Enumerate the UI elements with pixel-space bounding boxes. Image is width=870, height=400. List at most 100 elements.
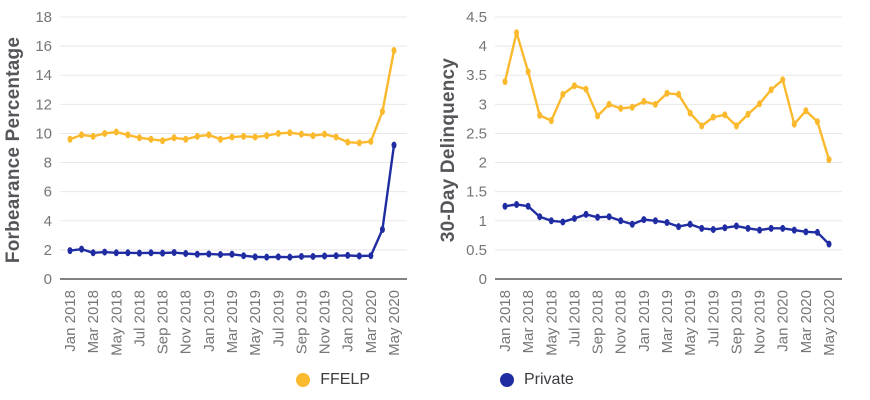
x-tick-label: Jan 2020	[340, 290, 357, 352]
x-tick-label: Sep 2019	[293, 290, 310, 354]
data-point-private	[102, 248, 108, 256]
data-point-ffelp	[652, 100, 658, 108]
data-point-ffelp	[67, 135, 73, 143]
data-point-ffelp	[125, 131, 131, 139]
data-point-ffelp	[502, 78, 508, 86]
data-point-private	[791, 226, 797, 234]
data-point-ffelp	[264, 132, 270, 140]
data-point-private	[125, 249, 131, 257]
data-point-ffelp	[275, 129, 281, 137]
data-point-ffelp	[148, 135, 154, 143]
y-tick-label: 1.5	[466, 184, 487, 201]
data-point-private	[525, 202, 531, 210]
data-point-ffelp	[241, 132, 247, 140]
data-point-ffelp	[629, 103, 635, 111]
data-point-ffelp	[618, 104, 624, 112]
data-point-ffelp	[368, 137, 374, 145]
x-tick-label: Nov 2019	[752, 290, 769, 354]
data-point-private	[310, 252, 316, 260]
data-point-private	[537, 213, 543, 221]
charts-row: 0 2 4 6 8 10 12 14 16 18 Jan 2018 Mar 2018 May 2018 J…	[0, 0, 870, 360]
ffelp-dot-icon	[296, 373, 311, 387]
forbearance-chart-panel: 0 2 4 6 8 10 12 14 16 18 Jan 2018 Mar 2018 May 2018 J…	[0, 0, 435, 360]
data-point-ffelp	[780, 76, 786, 84]
data-point-ffelp	[113, 128, 119, 136]
data-point-private	[664, 219, 670, 227]
data-point-ffelp	[79, 131, 85, 139]
y-tick-label: 2	[479, 155, 487, 172]
data-point-private	[548, 217, 554, 225]
x-tick-label: May 2020	[386, 290, 403, 356]
delinquency-chart-panel: 0 0.5 1 1.5 2 2.5 3 3.5 4 4.5 Jan 2018 Mar 2018 May …	[435, 0, 870, 360]
y-tick-label: 4.5	[466, 9, 487, 26]
y-tick-label: 12	[35, 96, 52, 113]
forbearance-chart: 0 2 4 6 8 10 12 14 16 18 Jan 2018 Mar 2018 May 2018 J…	[35, 9, 407, 356]
forbearance-axis-title: Forbearance Percentage	[3, 36, 24, 264]
data-point-private	[757, 226, 763, 234]
data-point-private	[275, 253, 281, 261]
x-tick-label: Mar 2019	[224, 290, 241, 353]
data-point-ffelp	[333, 133, 339, 141]
data-point-ffelp	[356, 139, 362, 147]
data-point-private	[264, 253, 270, 261]
data-point-private	[571, 214, 577, 222]
y-tick-label: 2	[44, 242, 52, 259]
data-point-ffelp	[595, 112, 601, 120]
data-point-private	[171, 249, 177, 257]
data-point-private	[803, 228, 809, 236]
data-point-ffelp	[814, 118, 820, 126]
x-tick-label: Jan 2018	[497, 290, 514, 352]
data-point-private	[345, 251, 351, 259]
y-tick-label: 16	[35, 38, 52, 55]
data-point-ffelp	[745, 110, 751, 118]
x-tick-label: Jan 2019	[636, 290, 653, 352]
x-tick-label: May 2018	[108, 290, 125, 356]
data-point-private	[136, 249, 142, 257]
data-point-ffelp	[217, 135, 223, 143]
data-point-private	[90, 249, 96, 257]
data-point-ffelp	[391, 46, 397, 54]
data-point-private	[391, 141, 397, 149]
data-point-private	[768, 224, 774, 232]
data-point-ffelp	[379, 108, 385, 116]
data-point-private	[379, 226, 385, 234]
delinquency-chart: 0 0.5 1 1.5 2 2.5 3 3.5 4 4.5 Jan 2018 Mar 2018 May …	[466, 9, 842, 356]
y-tick-label: 6	[44, 184, 52, 201]
chart-legend: FFELP Private	[0, 360, 870, 400]
x-tick-label: Mar 2018	[520, 290, 537, 353]
data-point-ffelp	[525, 68, 531, 76]
x-tick-label: Nov 2018	[178, 290, 195, 354]
data-point-private	[560, 218, 566, 226]
legend-label-ffelp: FFELP	[320, 371, 370, 388]
data-point-private	[514, 200, 520, 208]
data-point-ffelp	[206, 131, 212, 139]
data-point-ffelp	[298, 130, 304, 138]
y-tick-label: 2.5	[466, 125, 487, 142]
data-point-ffelp	[252, 133, 258, 141]
data-point-ffelp	[514, 29, 520, 37]
x-tick-label: Mar 2020	[363, 290, 380, 353]
data-point-ffelp	[687, 109, 693, 117]
data-point-ffelp	[310, 132, 316, 140]
data-point-private	[733, 222, 739, 230]
delinquency-axis-title: 30-Day Delinquency	[438, 57, 459, 243]
y-tick-label: 1	[479, 213, 487, 230]
data-point-private	[652, 217, 658, 225]
y-tick-label: 0	[479, 271, 487, 288]
data-point-private	[333, 252, 339, 260]
data-point-ffelp	[699, 122, 705, 130]
x-tick-label: Jan 2018	[62, 290, 79, 352]
legend-item-private: Private	[500, 371, 574, 389]
data-point-ffelp	[322, 130, 328, 138]
data-point-ffelp	[160, 137, 166, 145]
data-point-private	[710, 226, 716, 234]
y-tick-label: 4	[44, 213, 52, 230]
y-tick-label: 0	[44, 271, 52, 288]
data-point-private	[595, 213, 601, 221]
x-tick-label: Jul 2018	[566, 290, 583, 347]
data-point-private	[229, 250, 235, 258]
data-point-ffelp	[229, 133, 235, 141]
data-point-private	[814, 228, 820, 236]
x-tick-label: Nov 2018	[613, 290, 630, 354]
